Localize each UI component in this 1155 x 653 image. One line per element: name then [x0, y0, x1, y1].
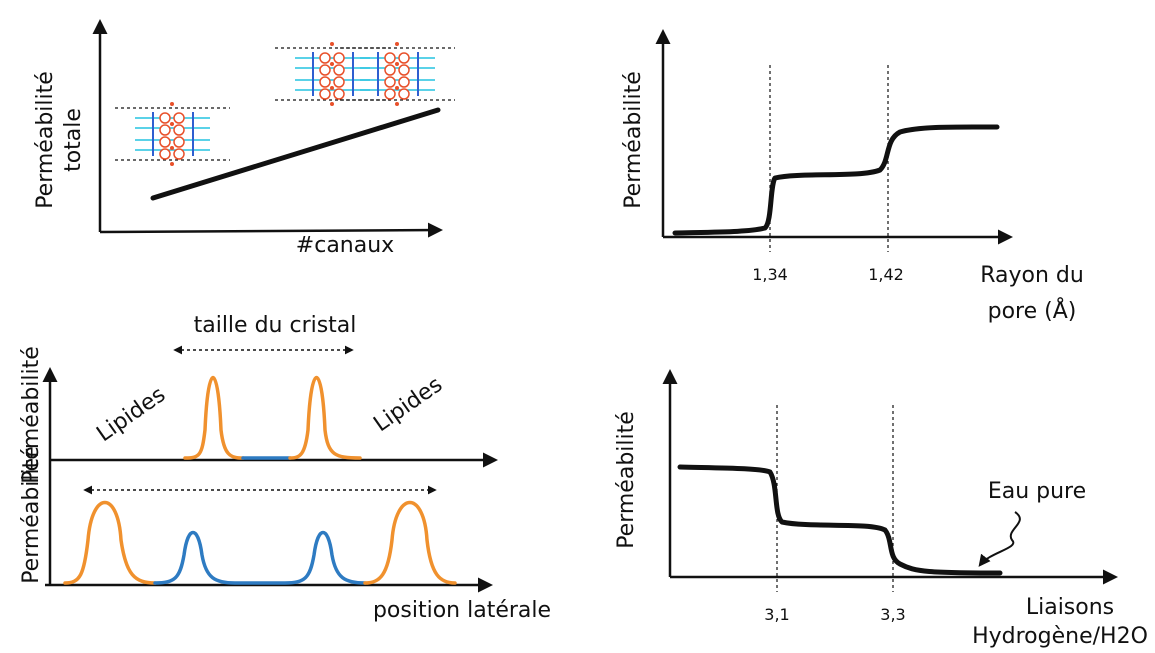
panel-lateral: Perméabilité Perméabilité taille du cris… [19, 313, 551, 623]
y-label: totale [61, 108, 86, 172]
y-label: Perméabilité [19, 346, 44, 484]
x-label: position latérale [373, 598, 551, 623]
crystal-icon [339, 41, 456, 107]
lipids-label: Lipides [369, 372, 447, 437]
y-label: Perméabilité [614, 411, 639, 549]
permeability-curve [672, 124, 1000, 236]
crystal-icon [274, 41, 391, 107]
panel-pore-radius: Perméabilité 1,34 1,42 Rayon du pore (Å) [621, 29, 1084, 324]
crystal-label: taille du cristal [194, 313, 357, 338]
tick-label: 1,34 [752, 265, 788, 284]
x-label: #canaux [296, 233, 394, 258]
panel-channels: Perméabilité totale #canaux [33, 19, 456, 258]
tick-label: 3,1 [764, 605, 789, 624]
peak [288, 376, 362, 460]
lipids-label: Lipides [92, 382, 170, 447]
trend-line [150, 107, 441, 201]
x-axis [99, 222, 443, 238]
x-label: Rayon du [980, 263, 1084, 288]
annotation: Eau pure [988, 479, 1086, 504]
annotation-arrow [978, 511, 1021, 567]
tick-label: 1,42 [868, 265, 904, 284]
peak [363, 500, 457, 585]
peak [63, 500, 157, 585]
crystal-icon [114, 101, 231, 167]
tick-label: 3,3 [880, 605, 905, 624]
y-label: Perméabilité [621, 71, 646, 209]
panel-hbonds: Perméabilité 3,1 3,3 Liaisons Hydrogène/… [614, 369, 1148, 649]
y-label: Perméabilité [33, 71, 58, 209]
x-label: Hydrogène/H2O [972, 624, 1148, 649]
x-label: Liaisons [1026, 595, 1114, 620]
permeability-curve [677, 464, 1003, 576]
x-label: pore (Å) [988, 297, 1077, 324]
peak [153, 531, 367, 585]
y-label: Perméabilité [19, 446, 44, 584]
peak [183, 376, 245, 460]
